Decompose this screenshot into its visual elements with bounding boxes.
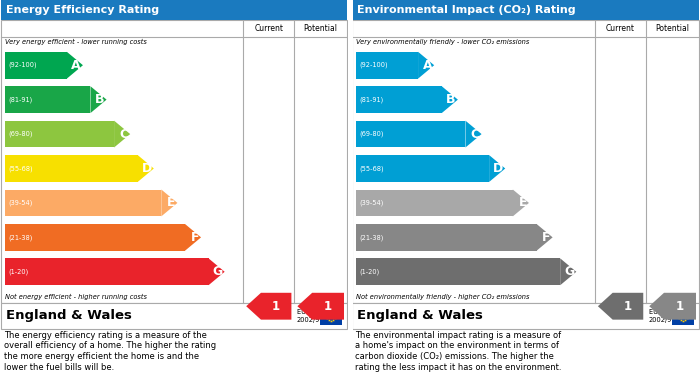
Text: the more energy efficient the home is and the: the more energy efficient the home is an… (4, 352, 199, 361)
Bar (348, 0, 353, 391)
Text: (1-20): (1-20) (8, 269, 28, 275)
Text: Current: Current (254, 24, 284, 33)
Text: (21-38): (21-38) (359, 234, 384, 240)
Text: D: D (493, 162, 503, 175)
Text: A: A (423, 59, 432, 72)
Bar (5, 86, 90, 113)
Polygon shape (442, 86, 458, 113)
Bar (356, 86, 442, 113)
Bar (5, 52, 66, 79)
Text: F: F (542, 231, 551, 244)
Text: Not environmentally friendly - higher CO₂ emissions: Not environmentally friendly - higher CO… (356, 294, 529, 300)
Text: (69-80): (69-80) (359, 131, 384, 137)
Text: Not energy efficient - higher running costs: Not energy efficient - higher running co… (5, 294, 147, 300)
Bar (352, 303, 699, 329)
Text: E: E (167, 196, 176, 210)
Polygon shape (185, 224, 201, 251)
Bar (352, 20, 699, 303)
Bar (672, 307, 694, 325)
Polygon shape (560, 258, 576, 285)
Polygon shape (466, 121, 482, 147)
Polygon shape (114, 121, 130, 147)
Bar (356, 121, 466, 147)
Text: Energy Efficiency Rating: Energy Efficiency Rating (6, 5, 159, 15)
Polygon shape (66, 52, 83, 79)
Text: (92-100): (92-100) (359, 62, 388, 68)
Text: C: C (470, 127, 480, 141)
Bar (356, 52, 418, 79)
Text: (69-80): (69-80) (8, 131, 32, 137)
Text: 1: 1 (624, 300, 632, 313)
Text: (39-54): (39-54) (8, 200, 32, 206)
Text: Potential: Potential (304, 24, 337, 33)
Bar (1, 0, 347, 20)
Text: (55-68): (55-68) (8, 165, 33, 172)
Text: Environmental Impact (CO₂) Rating: Environmental Impact (CO₂) Rating (357, 5, 575, 15)
Text: lower the fuel bills will be.: lower the fuel bills will be. (4, 362, 114, 371)
Text: (39-54): (39-54) (359, 200, 384, 206)
Bar (356, 155, 489, 182)
Text: G: G (212, 265, 223, 278)
Polygon shape (513, 190, 529, 216)
Text: (81-91): (81-91) (359, 97, 384, 103)
Polygon shape (161, 190, 177, 216)
Bar (356, 190, 513, 216)
Polygon shape (90, 86, 106, 113)
Bar (5, 224, 185, 251)
Text: A: A (71, 59, 81, 72)
Text: EU Directive
2002/91/EC: EU Directive 2002/91/EC (297, 309, 338, 323)
Text: 1: 1 (676, 300, 684, 313)
Text: B: B (95, 93, 104, 106)
Text: overall efficiency of a home. The higher the rating: overall efficiency of a home. The higher… (4, 341, 216, 350)
Bar (352, 0, 699, 20)
Text: Current: Current (606, 24, 635, 33)
Text: C: C (119, 127, 128, 141)
Text: The energy efficiency rating is a measure of the: The energy efficiency rating is a measur… (4, 331, 207, 340)
Text: F: F (190, 231, 199, 244)
Text: G: G (564, 265, 574, 278)
Text: (81-91): (81-91) (8, 97, 32, 103)
Polygon shape (418, 52, 434, 79)
Bar (1, 20, 347, 303)
Polygon shape (138, 155, 154, 182)
Bar (1, 303, 347, 329)
Text: Potential: Potential (656, 24, 690, 33)
Bar (5, 190, 161, 216)
Text: Very energy efficient - lower running costs: Very energy efficient - lower running co… (5, 39, 147, 45)
Bar (356, 258, 560, 285)
Text: The environmental impact rating is a measure of: The environmental impact rating is a mea… (355, 331, 561, 340)
Bar (5, 121, 114, 147)
Polygon shape (246, 293, 291, 319)
Bar (5, 258, 209, 285)
Text: Very environmentally friendly - lower CO₂ emissions: Very environmentally friendly - lower CO… (356, 39, 529, 45)
Text: 1: 1 (272, 300, 280, 313)
Text: England & Wales: England & Wales (357, 310, 483, 323)
Text: D: D (141, 162, 152, 175)
Bar (320, 307, 342, 325)
Polygon shape (209, 258, 225, 285)
Text: 1: 1 (324, 300, 332, 313)
Text: E: E (519, 196, 527, 210)
Polygon shape (536, 224, 552, 251)
Text: rating the less impact it has on the environment.: rating the less impact it has on the env… (355, 362, 561, 371)
Text: (55-68): (55-68) (359, 165, 384, 172)
Bar (5, 155, 138, 182)
Text: (21-38): (21-38) (8, 234, 32, 240)
Polygon shape (298, 293, 344, 319)
Text: a home's impact on the environment in terms of: a home's impact on the environment in te… (355, 341, 559, 350)
Polygon shape (650, 293, 696, 319)
Text: EU Directive
2002/91/EC: EU Directive 2002/91/EC (649, 309, 690, 323)
Polygon shape (489, 155, 505, 182)
Polygon shape (598, 293, 643, 319)
Bar (356, 224, 536, 251)
Text: (1-20): (1-20) (359, 269, 379, 275)
Text: carbon dioxide (CO₂) emissions. The higher the: carbon dioxide (CO₂) emissions. The high… (355, 352, 554, 361)
Text: B: B (447, 93, 456, 106)
Text: (92-100): (92-100) (8, 62, 36, 68)
Text: England & Wales: England & Wales (6, 310, 132, 323)
